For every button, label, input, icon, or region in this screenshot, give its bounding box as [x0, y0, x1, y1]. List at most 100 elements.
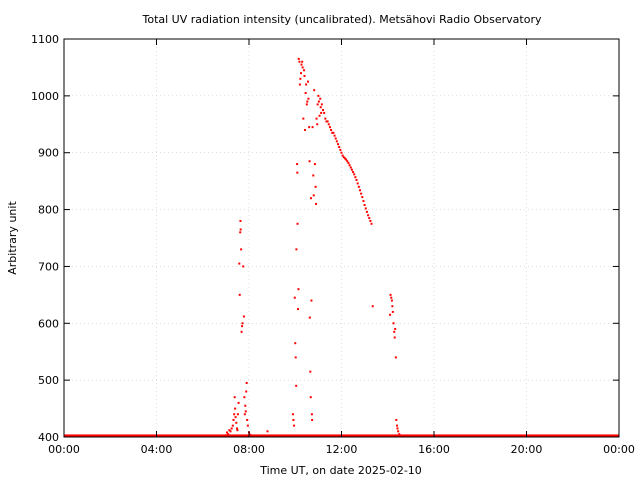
data-point: [359, 189, 361, 192]
data-point: [340, 151, 343, 154]
data-point: [295, 248, 298, 251]
data-point: [352, 171, 355, 174]
data-point: [347, 161, 350, 164]
data-point: [245, 381, 248, 384]
data-point: [392, 322, 395, 325]
data-point: [343, 157, 346, 160]
data-point: [234, 416, 237, 419]
data-point: [297, 288, 300, 291]
data-point: [369, 219, 372, 222]
data-point: [302, 117, 305, 120]
data-point: [238, 293, 241, 296]
data-point: [233, 396, 236, 399]
data-point: [303, 69, 306, 72]
data-point: [315, 117, 318, 120]
data-point: [327, 123, 330, 126]
data-point: [243, 413, 246, 416]
data-point: [393, 330, 396, 333]
data-point: [326, 120, 329, 123]
y-tick-label: 800: [38, 204, 59, 217]
data-point: [308, 126, 311, 129]
data-point: [325, 120, 328, 123]
data-point: [239, 228, 242, 231]
data-point: [319, 97, 322, 100]
data-point: [361, 196, 364, 199]
data-point: [311, 418, 314, 421]
x-tick-label: 00:00: [603, 443, 635, 456]
data-point: [239, 219, 242, 222]
data-point: [371, 305, 374, 308]
data-point: [398, 433, 401, 436]
data-point: [297, 308, 300, 311]
data-point: [224, 434, 227, 437]
data-point: [337, 143, 340, 146]
data-point: [335, 140, 338, 143]
data-point: [323, 111, 326, 114]
data-point: [333, 134, 336, 137]
data-point: [237, 401, 240, 404]
data-point: [233, 413, 236, 416]
y-tick-label: 400: [38, 431, 59, 444]
data-point: [230, 427, 233, 430]
data-point: [349, 166, 352, 169]
data-point: [296, 222, 299, 225]
data-point: [241, 325, 244, 328]
x-tick-label: 08:00: [233, 443, 265, 456]
data-point: [390, 296, 393, 299]
data-point: [246, 424, 249, 427]
data-point: [249, 433, 252, 436]
data-point: [305, 103, 308, 106]
y-axis-label: Arbitrary unit: [6, 201, 19, 275]
data-point: [238, 262, 241, 265]
data-point: [295, 384, 298, 387]
data-point: [294, 356, 297, 359]
data-point: [320, 111, 323, 114]
data-point: [239, 231, 242, 234]
data-point: [331, 131, 334, 134]
data-point: [332, 131, 335, 134]
data-point: [308, 160, 311, 163]
data-point: [348, 164, 351, 167]
data-point: [346, 160, 349, 163]
data-point: [319, 106, 322, 109]
data-point: [304, 92, 307, 95]
data-point: [356, 182, 359, 185]
data-point: [314, 185, 317, 188]
data-point: [245, 390, 248, 393]
axis-ticks: 00:00 04:00 08:00 12:00 16:00 20:00 00:0040050…: [31, 33, 635, 456]
data-point: [234, 407, 237, 410]
data-point: [313, 163, 316, 166]
data-point: [243, 396, 246, 399]
data-point: [345, 158, 348, 161]
data-point: [242, 265, 245, 268]
data-point: [303, 74, 306, 77]
data-point: [228, 429, 231, 432]
x-tick-label: 12:00: [326, 443, 358, 456]
data-point: [395, 418, 398, 421]
data-point: [310, 299, 313, 302]
data-point: [365, 210, 368, 213]
data-point: [236, 429, 239, 432]
data-point: [393, 336, 396, 339]
data-point: [300, 72, 303, 75]
data-point: [318, 114, 321, 117]
data-point: [396, 427, 399, 430]
data-point: [307, 97, 310, 100]
data-point: [227, 433, 230, 436]
data-point: [244, 404, 247, 407]
data-point: [350, 168, 353, 171]
data-point: [324, 117, 327, 120]
data-point: [310, 413, 313, 416]
data-point: [362, 200, 365, 203]
data-point: [291, 413, 294, 416]
data-point: [391, 310, 394, 313]
y-tick-label: 500: [38, 374, 59, 387]
data-point: [391, 305, 394, 308]
x-tick-label: 16:00: [418, 443, 450, 456]
data-point: [226, 431, 229, 434]
data-point: [311, 126, 314, 129]
data-point: [316, 103, 319, 106]
data-point: [235, 421, 238, 424]
data-point: [240, 330, 243, 333]
